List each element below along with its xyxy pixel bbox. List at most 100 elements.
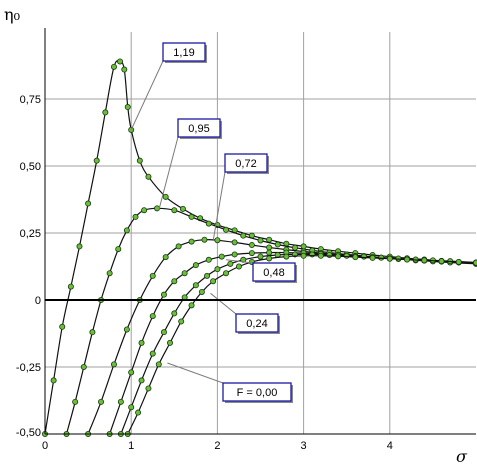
- series-5-point-13: [283, 253, 290, 260]
- series-0-point-4: [76, 243, 83, 250]
- series-3-point-10: [218, 253, 225, 260]
- callout-label-5: F = 0,00: [237, 387, 278, 399]
- series-3-point-5: [160, 291, 167, 298]
- series-4-point-18: [360, 253, 367, 260]
- series-3-point-13: [266, 249, 273, 256]
- series-1-point-6: [115, 246, 122, 253]
- series-5-point-22: [438, 258, 445, 265]
- series-5-point-4: [166, 339, 173, 346]
- series-3-point-7: [181, 270, 188, 277]
- series-4-point-4: [160, 329, 167, 336]
- series-0-point-2: [59, 323, 66, 330]
- series-5-point-6: [188, 302, 195, 309]
- series-5-point-9: [223, 270, 230, 277]
- callout-label-4: 0,24: [246, 318, 267, 330]
- x-tick-label-4: 4: [387, 440, 393, 452]
- series-5-point-19: [386, 255, 393, 262]
- series-1-point-9: [141, 207, 148, 214]
- x-tick-label-3: 3: [301, 440, 307, 452]
- series-1-point-8: [132, 213, 139, 220]
- series-0-point-23: [300, 243, 307, 250]
- series-0-point-7: [102, 109, 109, 116]
- series-2-point-9: [201, 236, 208, 243]
- callout-box-5: [222, 382, 292, 402]
- series-5-point-8: [210, 278, 217, 285]
- callout-connector-1: [158, 136, 179, 211]
- series-0-point-11: [124, 104, 131, 111]
- series-4-point-3: [149, 350, 156, 357]
- series-4-point-12: [257, 253, 264, 260]
- series-5-point-24: [473, 259, 477, 266]
- series-1-point-17: [274, 241, 281, 248]
- callout-connector-4: [210, 292, 237, 315]
- series-4-point-16: [326, 251, 333, 258]
- series-3-point-4: [149, 313, 156, 320]
- series-5-point-12: [266, 255, 273, 262]
- callout-box-3: [252, 262, 296, 282]
- callouts: 1,19 0,95 0,72 0,48 0,24 F = 0,00: [162, 42, 297, 403]
- series-1-point-5: [106, 270, 113, 277]
- y-axis-title: η₀: [4, 5, 20, 24]
- series-0-point-5: [85, 200, 92, 207]
- series-0-point-1: [50, 377, 57, 384]
- series-1-point-14: [223, 226, 230, 233]
- callout-connector-0: [130, 60, 164, 131]
- series-3-point-6: [171, 278, 178, 285]
- series-1-point-12: [188, 213, 195, 220]
- callout-connector-5: [167, 362, 224, 384]
- series-1-point-18: [291, 244, 298, 251]
- series-1-point-13: [205, 220, 212, 227]
- series-0: [42, 58, 477, 437]
- callout-box-1: [177, 118, 221, 138]
- series-4-point-1: [128, 404, 135, 411]
- series-0-point-16: [179, 205, 186, 212]
- series-2-point-13: [266, 244, 273, 251]
- callout-lines: [130, 60, 254, 384]
- series-1-point-3: [89, 329, 96, 336]
- y-tick-label-3: 0: [35, 295, 41, 307]
- series-4-point-8: [204, 272, 211, 279]
- series-2-point-6: [162, 254, 169, 261]
- series-2-point-7: [175, 243, 182, 250]
- series-3-point-2: [128, 369, 135, 376]
- y-tick-label-0: 0,75: [20, 94, 41, 106]
- callout-label-2: 0,72: [235, 158, 256, 170]
- callout-box-0: [162, 42, 206, 62]
- series-4-point-2: [138, 377, 145, 384]
- callout-box-2: [224, 153, 268, 173]
- series-5: [124, 252, 477, 437]
- series-2-point-1: [98, 398, 105, 405]
- callout-connector-2: [212, 171, 226, 242]
- series-1-point-2: [80, 363, 87, 370]
- series-3-point-9: [205, 256, 212, 263]
- y-tick-label-4: -0,25: [16, 362, 41, 374]
- x-tick-label-2: 2: [214, 440, 220, 452]
- series-1-point-16: [257, 237, 264, 244]
- y-tick-label-5: -0,50: [16, 427, 41, 439]
- series-3-point-3: [138, 339, 145, 346]
- series-0-point-15: [162, 193, 169, 200]
- y-tick-label-2: 0,25: [20, 228, 41, 240]
- series-0-point-6: [93, 157, 100, 164]
- series-4-point-10: [227, 260, 234, 267]
- x-axis-title: σ: [456, 447, 468, 464]
- series-2-point-10: [214, 237, 221, 244]
- series-5-point-15: [317, 252, 324, 259]
- series-1-point-15: [240, 232, 247, 239]
- series-5-point-14: [300, 252, 307, 259]
- series-5-point-21: [421, 257, 428, 264]
- series-3-point-12: [248, 250, 255, 257]
- series-2-point-5: [149, 272, 156, 279]
- series-2-point-3: [123, 326, 130, 333]
- series-2-point-11: [231, 239, 238, 246]
- tick-labels: 0 1 2 3 4 0,75 0,50 0,25 0 -0,25 -0,50: [16, 94, 393, 452]
- series-3-point-11: [231, 251, 238, 258]
- series-5-point-10: [235, 263, 242, 270]
- series-5-point-16: [335, 253, 342, 260]
- series-1-point-7: [123, 227, 130, 234]
- y-tick-label-1: 0,50: [20, 161, 41, 173]
- series-5-point-3: [155, 361, 162, 368]
- callout-label-0: 1,19: [173, 47, 194, 59]
- series-0-point-9: [116, 58, 123, 65]
